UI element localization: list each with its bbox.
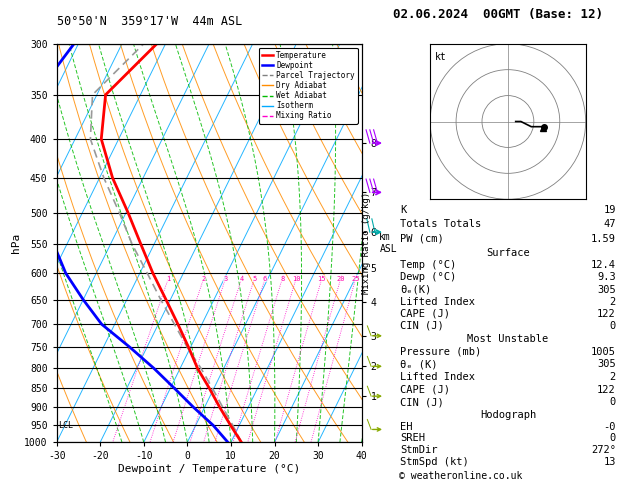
Text: Most Unstable: Most Unstable	[467, 334, 548, 344]
Text: Temp (°C): Temp (°C)	[400, 260, 456, 270]
Text: Lifted Index: Lifted Index	[400, 296, 475, 307]
Text: CIN (J): CIN (J)	[400, 397, 444, 407]
Text: PW (cm): PW (cm)	[400, 234, 444, 244]
Text: 0: 0	[610, 434, 616, 443]
Text: 8: 8	[280, 276, 284, 282]
Y-axis label: km
ASL: km ASL	[379, 232, 397, 254]
Text: CIN (J): CIN (J)	[400, 321, 444, 331]
Text: 2: 2	[201, 276, 206, 282]
Text: 47: 47	[603, 219, 616, 229]
Text: Hodograph: Hodograph	[480, 410, 536, 420]
Text: Dewp (°C): Dewp (°C)	[400, 272, 456, 282]
Text: θₑ(K): θₑ(K)	[400, 284, 431, 295]
Text: 02.06.2024  00GMT (Base: 12): 02.06.2024 00GMT (Base: 12)	[393, 8, 603, 21]
Text: 12.4: 12.4	[591, 260, 616, 270]
Text: 25: 25	[352, 276, 360, 282]
Text: 1: 1	[166, 276, 170, 282]
Text: 305: 305	[597, 360, 616, 369]
Text: StmSpd (kt): StmSpd (kt)	[400, 457, 469, 467]
Text: 1005: 1005	[591, 347, 616, 357]
Text: 13: 13	[603, 457, 616, 467]
Text: 50°50'N  359°17'W  44m ASL: 50°50'N 359°17'W 44m ASL	[57, 16, 242, 28]
Text: 2: 2	[610, 296, 616, 307]
Text: 6: 6	[263, 276, 267, 282]
Text: EH: EH	[400, 422, 413, 432]
Text: -0: -0	[603, 422, 616, 432]
Y-axis label: hPa: hPa	[11, 233, 21, 253]
Text: © weatheronline.co.uk: © weatheronline.co.uk	[399, 471, 523, 481]
Text: 1.59: 1.59	[591, 234, 616, 244]
Text: 10: 10	[292, 276, 300, 282]
Text: 4: 4	[240, 276, 243, 282]
Text: 272°: 272°	[591, 445, 616, 455]
Text: Surface: Surface	[486, 248, 530, 258]
Text: 15: 15	[318, 276, 326, 282]
Text: 19: 19	[603, 205, 616, 215]
Text: SREH: SREH	[400, 434, 425, 443]
Text: LCL: LCL	[58, 421, 73, 430]
Text: Pressure (mb): Pressure (mb)	[400, 347, 481, 357]
X-axis label: Dewpoint / Temperature (°C): Dewpoint / Temperature (°C)	[118, 464, 300, 474]
Text: CAPE (J): CAPE (J)	[400, 309, 450, 319]
Text: Totals Totals: Totals Totals	[400, 219, 481, 229]
Text: 122: 122	[597, 309, 616, 319]
Text: 0: 0	[610, 321, 616, 331]
Text: 0: 0	[610, 397, 616, 407]
Text: StmDir: StmDir	[400, 445, 438, 455]
Text: Mixing Ratio (g/kg): Mixing Ratio (g/kg)	[362, 192, 370, 294]
Text: 2: 2	[610, 372, 616, 382]
Text: kt: kt	[435, 52, 447, 62]
Text: 5: 5	[252, 276, 257, 282]
Text: CAPE (J): CAPE (J)	[400, 384, 450, 395]
Text: 20: 20	[337, 276, 345, 282]
Text: θₑ (K): θₑ (K)	[400, 360, 438, 369]
Text: 305: 305	[597, 284, 616, 295]
Text: K: K	[400, 205, 406, 215]
Text: 9.3: 9.3	[597, 272, 616, 282]
Text: 122: 122	[597, 384, 616, 395]
Text: Lifted Index: Lifted Index	[400, 372, 475, 382]
Legend: Temperature, Dewpoint, Parcel Trajectory, Dry Adiabat, Wet Adiabat, Isotherm, Mi: Temperature, Dewpoint, Parcel Trajectory…	[259, 48, 358, 123]
Text: 3: 3	[223, 276, 228, 282]
